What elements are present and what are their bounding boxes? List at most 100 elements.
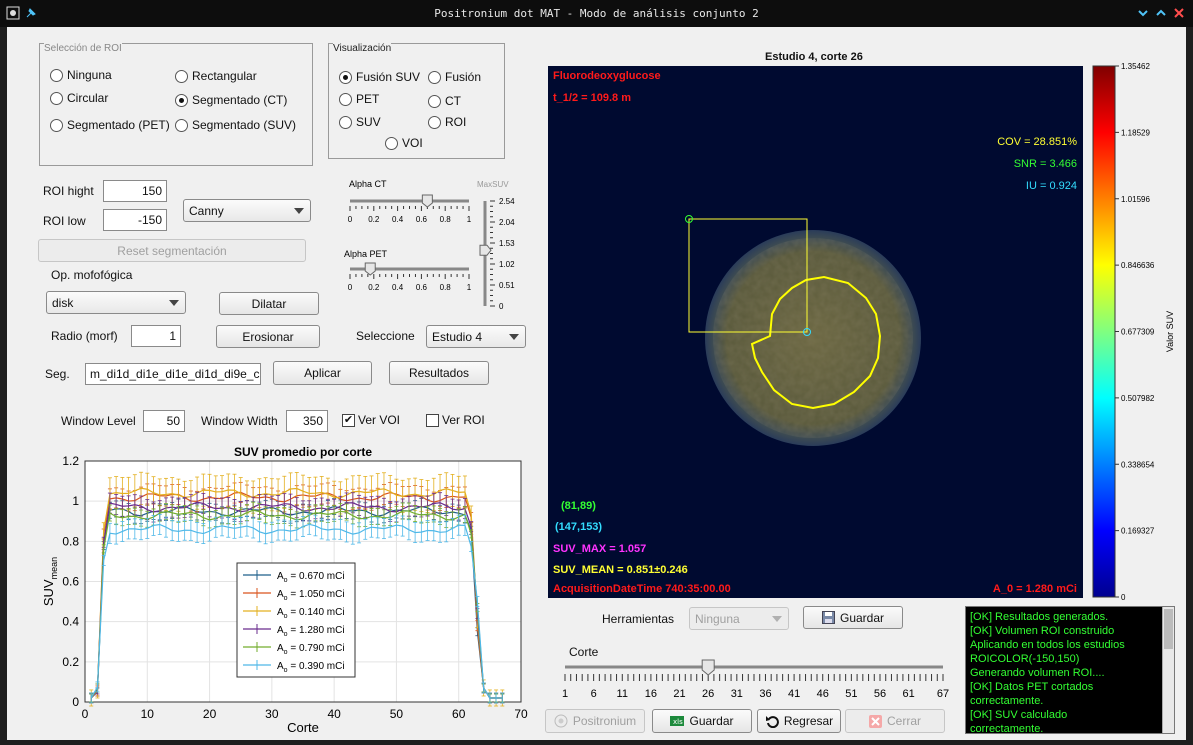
roi-rectangle[interactable]	[688, 218, 808, 333]
corte-thumb[interactable]	[701, 659, 715, 676]
seg-input[interactable]: m_di1d_di1e_di1e_di1d_di9e_c	[85, 363, 261, 385]
suv-chart: 0 10 20 30 40 50 60 70 0 0.2 0.4 0.6 0.8 1 1.2 SUV prom…	[41, 445, 528, 735]
suv-max-text: SUV_MAX = 1.057	[553, 543, 647, 555]
log-line: correctamente.	[970, 723, 1044, 734]
radius-label: Radio (morf)	[51, 329, 118, 343]
tools-dropdown[interactable]: Ninguna	[689, 607, 789, 630]
image-viewport[interactable]: Fluorodeoxyglucose t_1/2 = 109.8 m COV =…	[548, 66, 1083, 598]
morph-dropdown[interactable]: disk	[46, 291, 186, 314]
maxsuv-tick-label: 0	[499, 302, 504, 311]
maximize-icon[interactable]	[1154, 6, 1168, 20]
alpha-pet-tick-label: 0	[348, 283, 353, 292]
alpha-ct-tick-label: 0.8	[440, 215, 452, 224]
corte-tick-label: 26	[702, 688, 714, 700]
close-icon[interactable]	[1172, 6, 1186, 20]
log-console[interactable]: [OK] Resultados generados. [OK] Volumen R…	[965, 606, 1175, 734]
colorbar-tick-label: 0.677309	[1121, 328, 1155, 337]
chart-x-tick-label: 0	[82, 707, 89, 721]
radio-segmentado-pet[interactable]: Segmentado (PET)	[50, 117, 170, 133]
window-level-input[interactable]: 50	[143, 410, 185, 432]
corte-tick-label: 11	[617, 688, 628, 700]
colorbar-tick-label: 0.846636	[1121, 261, 1155, 270]
guardar-button[interactable]: xls Guardar	[652, 709, 752, 733]
legend-entry: Ao = 0.140 mCi	[277, 607, 345, 620]
app-icon	[6, 6, 20, 20]
alpha-pet-slider[interactable]: 0 0.2 0.4 0.6 0.8 1	[348, 262, 472, 292]
apply-button[interactable]: Aplicar	[273, 361, 372, 385]
roi-low-label: ROI low	[43, 214, 86, 228]
radio-segmentado-suv[interactable]: Segmentado (SUV)	[175, 117, 296, 133]
maxsuv-slider[interactable]: 2.54 2.04 1.53 1.02 0.51 0	[479, 197, 515, 311]
positronium-button[interactable]: Positronium	[545, 709, 645, 733]
alpha-pet-thumb[interactable]	[364, 262, 376, 276]
alpha-ct-slider[interactable]: 0 0.2 0.4 0.6 0.8 1	[348, 194, 472, 224]
regresar-button[interactable]: Regresar	[757, 709, 841, 733]
radio-roi[interactable]: ROI	[428, 114, 466, 130]
window-width-input[interactable]: 350	[286, 410, 328, 432]
chart-title: SUV promedio por corte	[234, 445, 372, 459]
erode-button[interactable]: Erosionar	[216, 325, 320, 348]
iu-text: IU = 0.924	[1025, 180, 1077, 192]
radio-rectangular[interactable]: Rectangular	[175, 68, 257, 84]
select-label: Seleccione	[356, 329, 415, 343]
colorbar-tick-label: 1.01596	[1121, 195, 1150, 204]
colorbar-tick-label: 0.338654	[1121, 460, 1155, 469]
roi-handle-top-left[interactable]	[685, 215, 693, 223]
main-window: Selección de ROI Ninguna Rectangular Cir…	[7, 27, 1186, 740]
study-dropdown[interactable]: Estudio 4	[426, 325, 526, 348]
pin-icon[interactable]	[24, 6, 38, 20]
roi-panel-title: Selección de ROI	[44, 43, 122, 54]
radio-ninguna[interactable]: Ninguna	[50, 67, 112, 83]
floppy-icon	[821, 611, 835, 624]
maxsuv-thumb[interactable]	[479, 244, 492, 256]
minimize-icon[interactable]	[1136, 6, 1150, 20]
title-bar: Positronium dot MAT - Modo de análisis c…	[0, 0, 1193, 27]
alpha-ct-tick-label: 0.4	[392, 215, 404, 224]
edge-method-dropdown[interactable]: Canny	[183, 199, 311, 222]
chart-x-tick-label: 60	[452, 707, 466, 721]
save-image-button[interactable]: Guardar	[803, 606, 903, 629]
acquisition-text: AcquisitionDateTime 740:35:00.00	[553, 583, 731, 595]
radio-voi[interactable]: VOI	[385, 135, 423, 151]
roi-handle-bottom-right[interactable]	[803, 328, 811, 336]
maxsuv-tick-label: 2.54	[499, 197, 515, 206]
maxsuv-tick-label: 0.51	[499, 281, 515, 290]
corte-tick-label: 41	[788, 688, 800, 700]
alpha-ct-thumb[interactable]	[421, 194, 433, 208]
log-scroll-thumb[interactable]	[1164, 609, 1173, 649]
radio-segmentado-ct[interactable]: Segmentado (CT)	[175, 92, 287, 108]
chart-y-tick-label: 1.2	[62, 454, 79, 468]
excel-icon: xls	[670, 716, 685, 726]
chevron-down-icon	[169, 299, 179, 306]
radio-ct[interactable]: CT	[428, 93, 461, 109]
results-button[interactable]: Resultados	[389, 361, 489, 385]
roi-high-input[interactable]: 150	[103, 180, 167, 202]
log-scrollbar[interactable]	[1162, 607, 1174, 733]
radio-suv[interactable]: SUV	[339, 114, 381, 130]
tools-label: Herramientas	[602, 612, 675, 626]
alpha-pet-tick-label: 1	[467, 283, 472, 292]
colorbar: 1.35462 1.18529 1.01596 0.846636 0.677309 0.5…	[1092, 62, 1175, 602]
log-line: correctamente.	[970, 695, 1044, 707]
corte-tick-label: 67	[937, 688, 949, 700]
ver-roi-checkbox[interactable]: Ver ROI	[426, 413, 485, 427]
log-line: [OK] Datos PET cortados	[970, 681, 1094, 693]
chevron-down-icon	[772, 615, 782, 622]
corte-slider[interactable]: 1 6 11 16 21 26 31 36 41 46 51 56 61 67	[557, 655, 952, 703]
radio-circular[interactable]: Circular	[50, 90, 108, 106]
tracer-text: Fluorodeoxyglucose	[553, 70, 661, 82]
positronium-icon	[554, 714, 568, 728]
chart-x-label: Corte	[287, 720, 319, 735]
cerrar-button[interactable]: Cerrar	[845, 709, 945, 733]
roi-low-input[interactable]: -150	[103, 209, 167, 231]
radio-fusion-suv[interactable]: Fusión SUV	[339, 69, 420, 85]
radio-pet[interactable]: PET	[339, 91, 379, 107]
dilate-button[interactable]: Dilatar	[219, 292, 319, 315]
chart-y-tick-label: 0.6	[62, 575, 79, 589]
radius-input[interactable]: 1	[131, 325, 181, 347]
ver-voi-checkbox[interactable]: ✔ Ver VOI	[342, 413, 401, 427]
colorbar-tick-label: 0.169327	[1121, 527, 1155, 536]
phantom-image	[685, 215, 921, 446]
reset-segmentation-button[interactable]: Reset segmentación	[38, 239, 306, 262]
radio-fusion[interactable]: Fusión	[428, 69, 481, 85]
